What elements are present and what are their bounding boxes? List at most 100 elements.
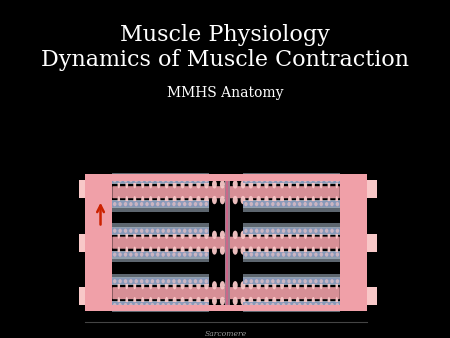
Ellipse shape <box>271 252 274 257</box>
Ellipse shape <box>244 279 248 283</box>
Ellipse shape <box>129 228 133 233</box>
Ellipse shape <box>205 252 208 257</box>
Ellipse shape <box>296 282 299 289</box>
Ellipse shape <box>220 180 225 189</box>
Ellipse shape <box>320 246 323 254</box>
FancyBboxPatch shape <box>112 287 225 299</box>
Ellipse shape <box>212 246 217 255</box>
Ellipse shape <box>287 279 291 283</box>
Ellipse shape <box>303 178 307 183</box>
Ellipse shape <box>196 180 201 189</box>
Ellipse shape <box>135 279 138 283</box>
Ellipse shape <box>304 231 307 239</box>
Ellipse shape <box>173 297 176 305</box>
Ellipse shape <box>330 178 334 183</box>
Ellipse shape <box>292 279 296 283</box>
Ellipse shape <box>212 297 217 305</box>
Ellipse shape <box>189 202 192 206</box>
Ellipse shape <box>325 228 328 233</box>
Ellipse shape <box>173 196 176 204</box>
Ellipse shape <box>330 279 334 283</box>
Ellipse shape <box>220 196 225 204</box>
Ellipse shape <box>133 282 136 289</box>
Ellipse shape <box>309 178 312 183</box>
Ellipse shape <box>256 196 261 204</box>
Ellipse shape <box>277 228 280 233</box>
Ellipse shape <box>314 279 318 283</box>
Ellipse shape <box>151 178 154 183</box>
Ellipse shape <box>172 228 176 233</box>
Ellipse shape <box>172 202 176 206</box>
Bar <box>340 174 347 312</box>
Ellipse shape <box>172 178 176 183</box>
Ellipse shape <box>189 180 193 189</box>
Ellipse shape <box>328 247 330 254</box>
Ellipse shape <box>330 252 334 257</box>
Ellipse shape <box>145 252 148 257</box>
Ellipse shape <box>204 196 209 204</box>
Ellipse shape <box>133 232 136 239</box>
Ellipse shape <box>282 252 285 257</box>
Ellipse shape <box>312 181 315 188</box>
Ellipse shape <box>129 279 133 283</box>
Ellipse shape <box>304 196 307 203</box>
FancyBboxPatch shape <box>112 186 225 198</box>
Ellipse shape <box>205 202 208 206</box>
Ellipse shape <box>320 196 323 203</box>
Ellipse shape <box>336 247 338 254</box>
Bar <box>243 177 340 183</box>
Ellipse shape <box>199 228 202 233</box>
Ellipse shape <box>118 202 122 206</box>
Ellipse shape <box>320 228 323 233</box>
Ellipse shape <box>212 231 217 239</box>
Ellipse shape <box>145 178 148 183</box>
Ellipse shape <box>272 231 276 239</box>
Bar <box>112 228 209 234</box>
Ellipse shape <box>165 297 168 305</box>
Ellipse shape <box>241 180 245 189</box>
Ellipse shape <box>205 228 208 233</box>
Ellipse shape <box>189 279 192 283</box>
Ellipse shape <box>141 181 144 188</box>
Ellipse shape <box>118 279 122 283</box>
Bar <box>85 174 105 312</box>
Ellipse shape <box>156 202 159 206</box>
Ellipse shape <box>183 228 186 233</box>
Ellipse shape <box>162 228 165 233</box>
Ellipse shape <box>151 202 154 206</box>
Ellipse shape <box>320 303 323 307</box>
Ellipse shape <box>126 181 128 188</box>
Ellipse shape <box>288 297 292 305</box>
FancyBboxPatch shape <box>229 237 340 249</box>
Ellipse shape <box>157 297 160 305</box>
Bar <box>112 281 209 285</box>
Ellipse shape <box>309 228 312 233</box>
Ellipse shape <box>292 178 296 183</box>
Ellipse shape <box>272 196 276 204</box>
Ellipse shape <box>336 252 339 257</box>
Ellipse shape <box>113 178 117 183</box>
Ellipse shape <box>156 303 159 307</box>
Ellipse shape <box>205 303 208 307</box>
Bar <box>105 174 112 312</box>
Bar <box>85 305 367 312</box>
Ellipse shape <box>140 202 144 206</box>
Ellipse shape <box>336 228 339 233</box>
Ellipse shape <box>266 303 269 307</box>
Ellipse shape <box>277 202 280 206</box>
Ellipse shape <box>149 282 153 289</box>
Ellipse shape <box>330 303 334 307</box>
Ellipse shape <box>113 279 117 283</box>
Ellipse shape <box>250 252 253 257</box>
Ellipse shape <box>336 279 339 283</box>
Ellipse shape <box>113 202 117 206</box>
Ellipse shape <box>172 279 176 283</box>
Ellipse shape <box>280 231 284 239</box>
Ellipse shape <box>189 196 193 204</box>
Ellipse shape <box>204 297 209 305</box>
Ellipse shape <box>256 281 261 289</box>
Bar <box>112 250 209 256</box>
Bar <box>226 178 228 307</box>
Ellipse shape <box>248 246 253 255</box>
Ellipse shape <box>189 281 193 289</box>
